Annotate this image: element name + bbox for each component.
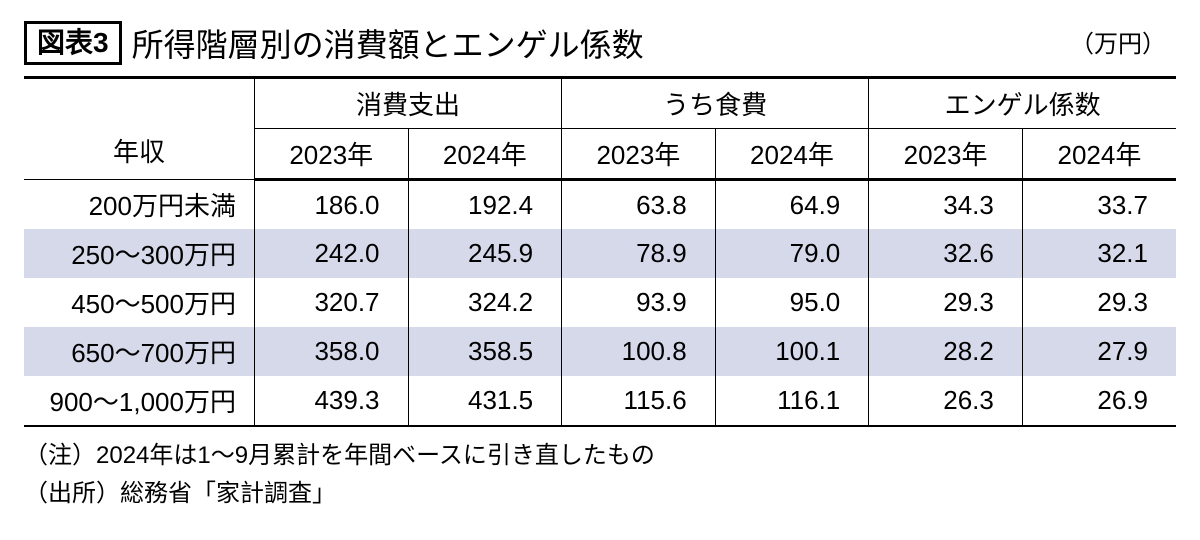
table-row: 450～500万円320.7324.293.995.029.329.3 <box>24 278 1176 327</box>
title-left: 図表3 所得階層別の消費額とエンゲル係数 <box>24 20 644 66</box>
year-header: 2024年 <box>408 129 562 180</box>
table-row: 200万円未満186.0192.463.864.934.333.7 <box>24 180 1176 230</box>
group-header-0: 消費支出 <box>254 78 561 129</box>
year-header: 2024年 <box>1022 129 1176 180</box>
row-label: 650～700万円 <box>24 327 254 376</box>
cell: 186.0 <box>254 180 408 230</box>
rowlabel-header: 年収 <box>24 78 254 180</box>
figure-title: 所得階層別の消費額とエンゲル係数 <box>132 20 644 66</box>
cell: 32.1 <box>1022 229 1176 278</box>
group-header-1: うち食費 <box>562 78 869 129</box>
cell: 34.3 <box>869 180 1023 230</box>
cell: 33.7 <box>1022 180 1176 230</box>
row-label: 900～1,000万円 <box>24 376 254 426</box>
unit-label: （万円） <box>1070 24 1176 59</box>
cell: 115.6 <box>562 376 716 426</box>
cell: 320.7 <box>254 278 408 327</box>
cell: 245.9 <box>408 229 562 278</box>
table-row: 650～700万円358.0358.5100.8100.128.227.9 <box>24 327 1176 376</box>
cell: 29.3 <box>869 278 1023 327</box>
cell: 358.5 <box>408 327 562 376</box>
cell: 27.9 <box>1022 327 1176 376</box>
cell: 95.0 <box>715 278 869 327</box>
cell: 324.2 <box>408 278 562 327</box>
row-label: 250～300万円 <box>24 229 254 278</box>
note-line-1: （注）2024年は1～9月累計を年間ベースに引き直したもの <box>24 437 1176 475</box>
row-label: 200万円未満 <box>24 180 254 230</box>
figure-badge: 図表3 <box>24 21 122 65</box>
data-table: 年収 消費支出 うち食費 エンゲル係数 2023年2024年2023年2024年… <box>24 76 1176 427</box>
cell: 358.0 <box>254 327 408 376</box>
notes: （注）2024年は1～9月累計を年間ベースに引き直したもの （出所）総務省「家計… <box>24 437 1176 514</box>
group-header-2: エンゲル係数 <box>869 78 1176 129</box>
title-row: 図表3 所得階層別の消費額とエンゲル係数 （万円） <box>24 20 1176 66</box>
cell: 116.1 <box>715 376 869 426</box>
cell: 63.8 <box>562 180 716 230</box>
cell: 28.2 <box>869 327 1023 376</box>
row-label: 450～500万円 <box>24 278 254 327</box>
cell: 93.9 <box>562 278 716 327</box>
note-line-2: （出所）総務省「家計調査」 <box>24 475 1176 513</box>
cell: 100.8 <box>562 327 716 376</box>
cell: 26.3 <box>869 376 1023 426</box>
cell: 26.9 <box>1022 376 1176 426</box>
cell: 29.3 <box>1022 278 1176 327</box>
cell: 431.5 <box>408 376 562 426</box>
cell: 78.9 <box>562 229 716 278</box>
year-header: 2023年 <box>254 129 408 180</box>
cell: 79.0 <box>715 229 869 278</box>
table-row: 900～1,000万円439.3431.5115.6116.126.326.9 <box>24 376 1176 426</box>
table-row: 250～300万円242.0245.978.979.032.632.1 <box>24 229 1176 278</box>
cell: 64.9 <box>715 180 869 230</box>
year-header: 2023年 <box>562 129 716 180</box>
cell: 439.3 <box>254 376 408 426</box>
cell: 32.6 <box>869 229 1023 278</box>
cell: 100.1 <box>715 327 869 376</box>
cell: 242.0 <box>254 229 408 278</box>
cell: 192.4 <box>408 180 562 230</box>
year-header: 2023年 <box>869 129 1023 180</box>
year-header: 2024年 <box>715 129 869 180</box>
